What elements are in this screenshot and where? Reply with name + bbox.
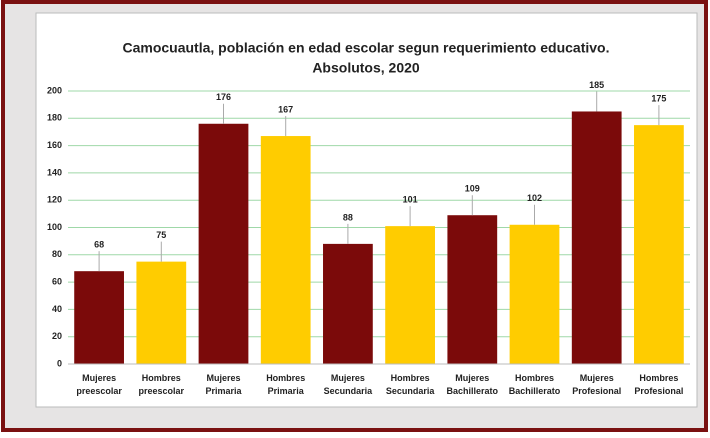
- x-tick-label: Mujeres Secundaria: [324, 373, 374, 396]
- data-label: 176: [216, 92, 231, 102]
- x-tick-line: preescolar: [139, 386, 185, 396]
- data-label: 88: [343, 212, 353, 222]
- bar: [323, 243, 373, 364]
- y-tick-label: 180: [47, 113, 62, 123]
- data-label: 175: [651, 94, 666, 104]
- bar: [136, 261, 187, 364]
- y-tick-label: 100: [47, 222, 62, 232]
- x-tick-line: Hombres: [266, 373, 305, 383]
- x-tick-line: Profesional: [572, 386, 621, 396]
- x-tick-line: Hombres: [515, 373, 554, 383]
- x-tick-line: Mujeres: [206, 373, 240, 383]
- bar: [74, 271, 124, 364]
- x-tick-label: Hombres Primaria: [266, 373, 305, 396]
- data-label: 167: [278, 104, 293, 114]
- x-tick-line: Bachillerato: [509, 386, 561, 396]
- data-label: 102: [527, 193, 542, 203]
- x-tick-line: Mujeres: [331, 373, 365, 383]
- x-tick-line: Profesional: [634, 386, 683, 396]
- y-tick-label: 0: [57, 358, 62, 368]
- x-tick-label: Mujeres preescolar: [76, 373, 122, 396]
- x-tick-line: Hombres: [391, 373, 430, 383]
- data-label: 75: [156, 230, 166, 240]
- y-tick-label: 160: [47, 140, 62, 150]
- data-label: 185: [589, 80, 604, 90]
- data-label: 109: [465, 184, 480, 194]
- x-tick-label: Mujeres Bachillerato: [447, 373, 499, 396]
- data-label: 68: [94, 240, 104, 250]
- chart-subtitle: Absolutos, 2020: [312, 60, 420, 76]
- x-tick-label: Hombres Secundaria: [386, 373, 436, 396]
- y-tick-label: 80: [52, 249, 62, 259]
- y-tick-label: 20: [52, 331, 62, 341]
- x-tick-line: Primaria: [205, 386, 242, 396]
- bar: [198, 123, 249, 364]
- y-tick-label: 60: [52, 276, 62, 286]
- data-label: 101: [403, 195, 418, 205]
- x-tick-line: Bachillerato: [447, 386, 499, 396]
- x-tick-line: Mujeres: [455, 373, 489, 383]
- bar: [509, 224, 560, 364]
- x-tick-line: Secundaria: [324, 386, 374, 396]
- x-tick-line: Hombres: [142, 373, 181, 383]
- x-tick-label: Hombres Bachillerato: [509, 373, 561, 396]
- bar: [385, 226, 435, 364]
- x-tick-line: Hombres: [639, 373, 678, 383]
- x-tick-line: Primaria: [268, 386, 305, 396]
- bar: [260, 136, 311, 364]
- x-tick-label: Mujeres Primaria: [205, 373, 242, 396]
- x-tick-line: Mujeres: [580, 373, 614, 383]
- bar: [571, 111, 622, 364]
- x-tick-line: Secundaria: [386, 386, 436, 396]
- y-tick-label: 40: [52, 304, 62, 314]
- x-tick-label: Hombres preescolar: [139, 373, 185, 396]
- bar: [634, 125, 684, 364]
- chart-title: Camocuautla, población en edad escolar s…: [122, 40, 609, 56]
- x-tick-line: preescolar: [76, 386, 122, 396]
- y-tick-label: 200: [47, 85, 62, 95]
- x-tick-label: Hombres Profesional: [634, 373, 683, 396]
- y-tick-label: 120: [47, 195, 62, 205]
- y-tick-label: 140: [47, 167, 62, 177]
- x-tick-line: Mujeres: [82, 373, 116, 383]
- bar: [447, 215, 498, 364]
- x-tick-label: Mujeres Profesional: [572, 373, 621, 396]
